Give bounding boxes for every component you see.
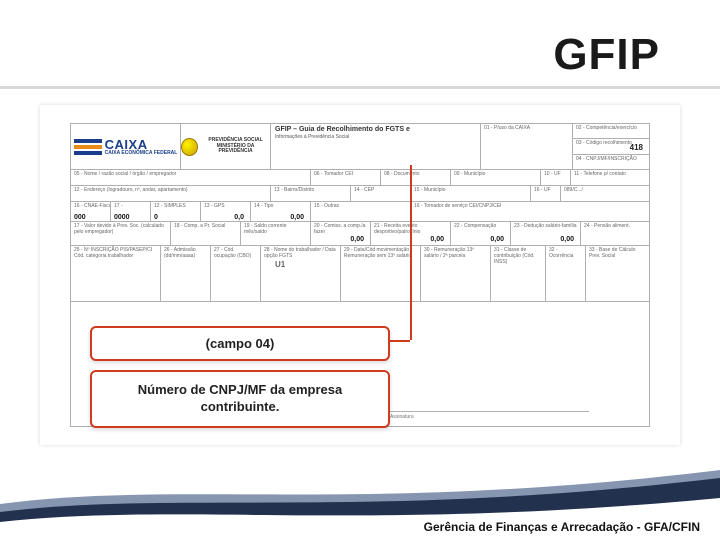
field-10: 10 - UF — [541, 170, 571, 185]
connector-horizontal — [390, 340, 410, 342]
caixa-logo-cell: CAIXA CAIXA ECONÔMICA FEDERAL — [71, 124, 181, 169]
caixa-logo: CAIXA CAIXA ECONÔMICA FEDERAL — [74, 138, 178, 156]
field-04-label: 04 - CNPJ/MF/INSCRIÇÃO — [573, 155, 649, 169]
field-01-cell: 01 - P/uso da CAIXA — [481, 124, 573, 169]
field-14: 14 - CEP — [351, 186, 411, 201]
field-gps: 13 - GPS 0,0 — [201, 202, 251, 221]
form-row-4: 17 - Valor devido à Prev. Soc. (calculad… — [71, 222, 649, 246]
caixa-mark-icon — [74, 139, 102, 155]
field-13: 13 - Bairro/Distrito — [271, 186, 351, 201]
field-20: 20 - Comiss. a comp./a fazer0,00 — [311, 222, 371, 245]
field-outras: 15 - Outras — [311, 202, 411, 221]
grid-33: 33 - Base de Cálculo Prev. Social — [586, 246, 649, 301]
field-18: 18 - Comp. a Pr. Social — [171, 222, 241, 245]
field-tipo: 14 - Tipo 0,00 — [251, 202, 311, 221]
previdencia-logo: PREVIDÊNCIA SOCIAL MINISTÉRIO DA PREVIDÊ… — [181, 138, 270, 156]
grid-32: 32 - Ocorrência — [546, 246, 586, 301]
form-row-2: 12 - Endereço (logradouro, nº, andar, ap… — [71, 186, 649, 202]
connector-vertical — [410, 165, 412, 340]
field-09: 09 - Município — [451, 170, 541, 185]
field-22: 22 - Compensação0,00 — [451, 222, 511, 245]
grid-u1-value: U1 — [275, 260, 285, 269]
callout-description: Número de CNPJ/MF da empresa contribuint… — [90, 370, 390, 428]
field-01-label: 01 - P/uso da CAIXA — [481, 124, 572, 169]
grid-25: 25 - Nº INSCRIÇÃO PIS/PASEP/CI Cód. cate… — [71, 246, 161, 301]
grid-26: 26 - Admissão (dd/mm/aaaa) — [161, 246, 211, 301]
field-08: 08 - Documento — [381, 170, 451, 185]
previdencia-seal-icon — [181, 138, 198, 156]
field-24: 24 - Pensão aliment. — [581, 222, 649, 245]
form-row-3: 16 - CNAE-Fiscal 000 17 - 0000 12 - SIMP… — [71, 202, 649, 222]
field-19: 19 - Saldo corrente mês/saldo — [241, 222, 311, 245]
caixa-name: CAIXA — [105, 138, 178, 151]
caixa-tagline: CAIXA ECONÔMICA FEDERAL — [105, 151, 178, 156]
field-02-label: 02 - Competência/exercício — [573, 124, 649, 139]
form-data-grid: 25 - Nº INSCRIÇÃO PIS/PASEP/CI Cód. cate… — [71, 246, 649, 302]
form-header-row: CAIXA CAIXA ECONÔMICA FEDERAL PREVIDÊNCI… — [71, 124, 649, 170]
field-23: 23 - Dedução salário-família0,00 — [511, 222, 581, 245]
field-15: 15 - Município — [411, 186, 531, 201]
footer-text: Gerência de Finanças e Arrecadação - GFA… — [424, 520, 700, 534]
field-06: 06 - Tomador CEI — [311, 170, 381, 185]
form-title: GFIP – Guia de Recolhimento do FGTS e — [275, 126, 410, 134]
field-17: 17 - 0000 — [111, 202, 151, 221]
codigo-value: 418 — [630, 143, 643, 152]
form-title-cell: GFIP – Guia de Recolhimento do FGTS e In… — [271, 124, 481, 169]
field-12: 12 - Endereço (logradouro, nº, andar, ap… — [71, 186, 271, 201]
field-11: 11 - Telefone p/ contato — [571, 170, 649, 185]
form-row-1: 05 - Nome / razão social / órgão / empre… — [71, 170, 649, 186]
grid-27: 27 - Cód. ocupação (CBO) — [211, 246, 261, 301]
field-cnae: 16 - CNAE-Fiscal 000 — [71, 202, 111, 221]
page-title: GFIP — [553, 30, 660, 80]
field-089: 089/C.../ — [561, 186, 649, 201]
grid-30: 30 - Remuneração 13º salário / 2ª parcel… — [421, 246, 491, 301]
grid-28: 28 - Nome do trabalhador / Data opção FG… — [261, 246, 341, 301]
field-16-uf: 16 - UF — [531, 186, 561, 201]
grid-29: 29 - Data/Cód movimentação Remuneração s… — [341, 246, 421, 301]
field-simples: 12 - SIMPLES 0 — [151, 202, 201, 221]
field-05: 05 - Nome / razão social / órgão / empre… — [71, 170, 311, 185]
field-17b: 17 - Valor devido à Prev. Soc. (calculad… — [71, 222, 171, 245]
callout-campo: (campo 04) — [90, 326, 390, 361]
grid-31: 31 - Classe de contribuição (Cód. INSS) — [491, 246, 546, 301]
title-underline — [0, 86, 720, 89]
signature-assinatura: Assinatura — [390, 411, 589, 420]
form-subtitle: Informações à Previdência Social — [275, 134, 410, 140]
previdencia-logo-cell: PREVIDÊNCIA SOCIAL MINISTÉRIO DA PREVIDÊ… — [181, 124, 271, 169]
field-tomador: 16 - Tomador de serviço CEI/CNPJ/CEI — [411, 202, 649, 221]
right-stack-cell: 02 - Competência/exercício 03 - Código r… — [573, 124, 649, 169]
footer-swoosh — [0, 462, 720, 522]
prev-line2: MINISTÉRIO DA PREVIDÊNCIA — [201, 144, 270, 155]
field-03-label: 03 - Código recolhimento 418 — [573, 139, 649, 154]
